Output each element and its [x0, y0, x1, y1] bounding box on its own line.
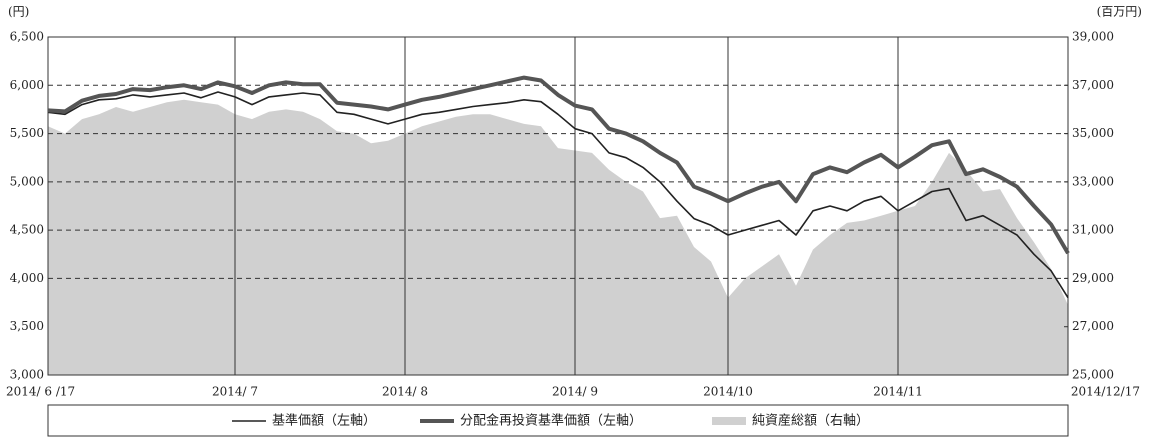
y2-tick-label: 39,000 [1072, 30, 1114, 44]
legend-swatch [712, 417, 746, 425]
y-tick-label: 4,500 [10, 223, 44, 237]
x-tick-label: 2014/ 7 [212, 385, 258, 399]
line [47, 75, 1070, 255]
line [47, 91, 1069, 299]
legend: 基準価額（左軸） 分配金再投資基準価額（左軸） 純資産総額（右軸） [47, 404, 1069, 437]
y2-tick-label: 33,000 [1072, 174, 1114, 188]
legend-label: 純資産総額（右軸） [752, 413, 869, 429]
y2-tick-label: 37,000 [1072, 78, 1114, 92]
y2-tick-label: 25,000 [1072, 368, 1114, 382]
y2-tick-label: 27,000 [1072, 319, 1114, 333]
y2-tick-label: 29,000 [1072, 271, 1114, 285]
y-tick-label: 3,000 [10, 368, 44, 382]
y-tick-label: 4,000 [10, 271, 44, 285]
plot-frame [47, 36, 1069, 376]
area [48, 99, 1068, 376]
x-tick-label: 2014/11 [873, 385, 923, 399]
y2-tick-label: 35,000 [1072, 126, 1114, 140]
y2-tick-label: 31,000 [1072, 223, 1114, 237]
y2-axis-unit: (百万円) [1097, 5, 1142, 19]
y-axis-unit: (円) [8, 5, 29, 19]
y-tick-label: 3,500 [10, 319, 44, 333]
y-tick-label: 6,000 [10, 78, 44, 92]
y-tick-label: 6,500 [10, 30, 44, 44]
legend-label: 分配金再投資基準価額（左軸） [460, 413, 642, 429]
x-tick-label: 2014/10 [703, 385, 753, 399]
y-tick-label: 5,500 [10, 126, 44, 140]
legend-label: 基準価額（左軸） [272, 413, 376, 429]
x-tick-label: 2014/ 8 [382, 385, 428, 399]
x-tick-label: 2014/12/17 [1071, 385, 1140, 399]
legend-box [47, 404, 1069, 437]
x-tick-label: 2014/ 6 /17 [6, 385, 75, 399]
x-tick-label: 2014/ 9 [552, 385, 598, 399]
y-tick-label: 5,000 [10, 174, 44, 188]
